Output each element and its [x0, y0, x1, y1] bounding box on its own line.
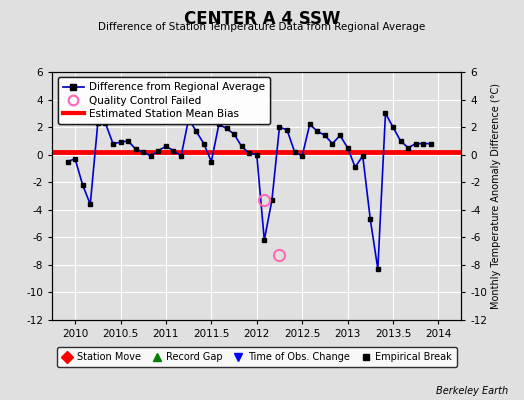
Text: CENTER A 4 SSW: CENTER A 4 SSW [184, 10, 340, 28]
Y-axis label: Monthly Temperature Anomaly Difference (°C): Monthly Temperature Anomaly Difference (… [492, 83, 501, 309]
Text: Difference of Station Temperature Data from Regional Average: Difference of Station Temperature Data f… [99, 22, 425, 32]
Text: Berkeley Earth: Berkeley Earth [436, 386, 508, 396]
Legend: Difference from Regional Average, Quality Control Failed, Estimated Station Mean: Difference from Regional Average, Qualit… [58, 77, 270, 124]
Legend: Station Move, Record Gap, Time of Obs. Change, Empirical Break: Station Move, Record Gap, Time of Obs. C… [57, 348, 457, 367]
